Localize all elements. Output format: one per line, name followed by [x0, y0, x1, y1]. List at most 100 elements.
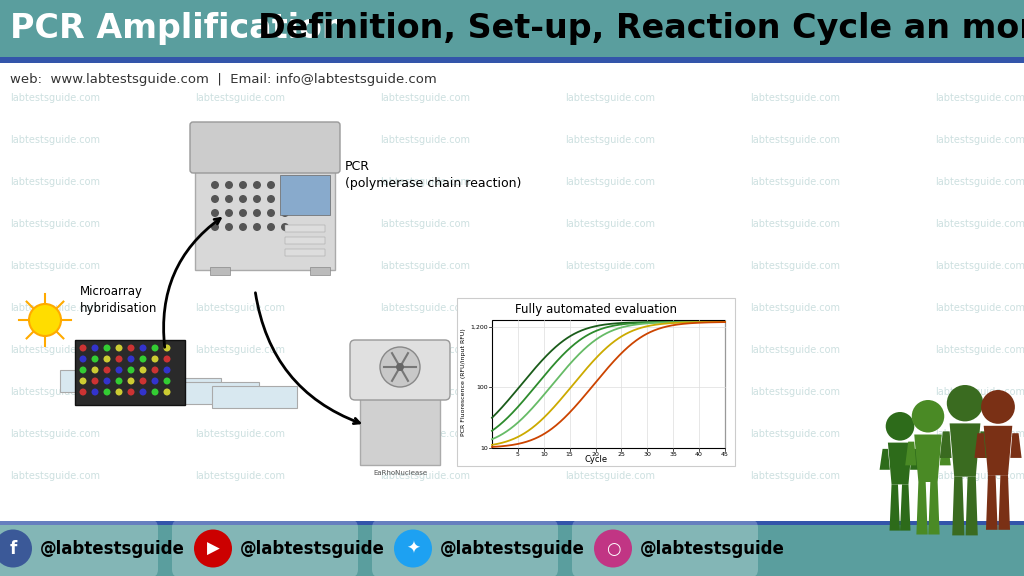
Text: labtestsguide.com: labtestsguide.com: [565, 219, 655, 229]
Bar: [310, 267, 330, 275]
Text: ○: ○: [606, 540, 621, 558]
Circle shape: [103, 377, 111, 385]
Bar: [285, 237, 325, 244]
Text: labtestsguide.com: labtestsguide.com: [10, 177, 100, 187]
Text: labtestsguide.com: labtestsguide.com: [380, 471, 470, 481]
Text: labtestsguide.com: labtestsguide.com: [195, 261, 285, 271]
Circle shape: [253, 181, 261, 189]
Circle shape: [981, 390, 1015, 424]
Text: labtestsguide.com: labtestsguide.com: [935, 135, 1024, 145]
Circle shape: [211, 209, 219, 217]
Polygon shape: [880, 449, 890, 470]
Bar: [285, 249, 325, 256]
Circle shape: [225, 195, 233, 203]
Polygon shape: [998, 475, 1010, 530]
Text: 45: 45: [721, 452, 729, 457]
Circle shape: [267, 209, 275, 217]
Polygon shape: [940, 431, 951, 458]
Circle shape: [139, 366, 146, 373]
Polygon shape: [940, 442, 951, 465]
Text: @labtestsguide: @labtestsguide: [640, 540, 784, 558]
Text: labtestsguide.com: labtestsguide.com: [380, 345, 470, 355]
Text: labtestsguide.com: labtestsguide.com: [195, 345, 285, 355]
Text: labtestsguide.com: labtestsguide.com: [380, 303, 470, 313]
Circle shape: [886, 412, 914, 441]
Bar: [136, 378, 221, 400]
Text: 5: 5: [516, 452, 520, 457]
Text: labtestsguide.com: labtestsguide.com: [935, 471, 1024, 481]
Text: labtestsguide.com: labtestsguide.com: [195, 471, 285, 481]
Polygon shape: [984, 426, 1013, 475]
Text: ▶: ▶: [207, 540, 219, 558]
Text: labtestsguide.com: labtestsguide.com: [380, 135, 470, 145]
Circle shape: [91, 377, 98, 385]
Bar: [210, 267, 230, 275]
Circle shape: [128, 377, 134, 385]
Circle shape: [80, 355, 86, 362]
Circle shape: [239, 223, 247, 231]
Text: labtestsguide.com: labtestsguide.com: [195, 387, 285, 397]
Circle shape: [239, 181, 247, 189]
Circle shape: [116, 388, 123, 396]
Text: labtestsguide.com: labtestsguide.com: [935, 429, 1024, 439]
Text: labtestsguide.com: labtestsguide.com: [750, 219, 840, 229]
Circle shape: [281, 223, 289, 231]
Text: labtestsguide.com: labtestsguide.com: [750, 135, 840, 145]
Circle shape: [139, 355, 146, 362]
Circle shape: [267, 195, 275, 203]
Bar: [0, 63, 1024, 521]
Text: labtestsguide.com: labtestsguide.com: [935, 303, 1024, 313]
Circle shape: [139, 344, 146, 351]
Text: labtestsguide.com: labtestsguide.com: [10, 135, 100, 145]
Circle shape: [253, 209, 261, 217]
Circle shape: [239, 209, 247, 217]
Text: 25: 25: [617, 452, 626, 457]
Circle shape: [225, 181, 233, 189]
Polygon shape: [978, 431, 990, 458]
Text: Fully automated evaluation: Fully automated evaluation: [515, 304, 677, 316]
Text: labtestsguide.com: labtestsguide.com: [750, 303, 840, 313]
Text: labtestsguide.com: labtestsguide.com: [750, 261, 840, 271]
Circle shape: [211, 223, 219, 231]
Circle shape: [380, 347, 420, 387]
Text: labtestsguide.com: labtestsguide.com: [380, 429, 470, 439]
Circle shape: [91, 344, 98, 351]
Text: labtestsguide.com: labtestsguide.com: [565, 177, 655, 187]
Polygon shape: [952, 476, 965, 536]
Text: labtestsguide.com: labtestsguide.com: [195, 93, 285, 103]
Polygon shape: [929, 482, 940, 535]
Text: labtestsguide.com: labtestsguide.com: [935, 387, 1024, 397]
Circle shape: [152, 388, 159, 396]
Bar: [492, 320, 725, 448]
Circle shape: [116, 366, 123, 373]
Bar: [60, 370, 145, 392]
Bar: [360, 390, 440, 465]
Text: 1,200: 1,200: [470, 324, 488, 329]
Circle shape: [91, 388, 98, 396]
Text: labtestsguide.com: labtestsguide.com: [750, 177, 840, 187]
Polygon shape: [1011, 433, 1022, 458]
Bar: [212, 386, 297, 408]
Text: labtestsguide.com: labtestsguide.com: [10, 429, 100, 439]
Bar: [75, 340, 185, 405]
Text: ✦: ✦: [407, 540, 420, 558]
Circle shape: [103, 355, 111, 362]
Text: labtestsguide.com: labtestsguide.com: [10, 303, 100, 313]
Polygon shape: [910, 449, 921, 470]
Text: 100: 100: [476, 385, 488, 390]
Text: labtestsguide.com: labtestsguide.com: [380, 177, 470, 187]
Bar: [0, 57, 1024, 63]
Circle shape: [116, 344, 123, 351]
Circle shape: [103, 388, 111, 396]
Text: labtestsguide.com: labtestsguide.com: [565, 471, 655, 481]
Polygon shape: [975, 433, 986, 458]
FancyBboxPatch shape: [0, 520, 158, 576]
Text: 40: 40: [695, 452, 703, 457]
Text: labtestsguide.com: labtestsguide.com: [565, 93, 655, 103]
Text: labtestsguide.com: labtestsguide.com: [195, 219, 285, 229]
Text: labtestsguide.com: labtestsguide.com: [10, 345, 100, 355]
Text: labtestsguide.com: labtestsguide.com: [935, 93, 1024, 103]
Text: labtestsguide.com: labtestsguide.com: [565, 303, 655, 313]
Text: labtestsguide.com: labtestsguide.com: [750, 429, 840, 439]
Text: PCR
(polymerase chain reaction): PCR (polymerase chain reaction): [345, 160, 521, 191]
